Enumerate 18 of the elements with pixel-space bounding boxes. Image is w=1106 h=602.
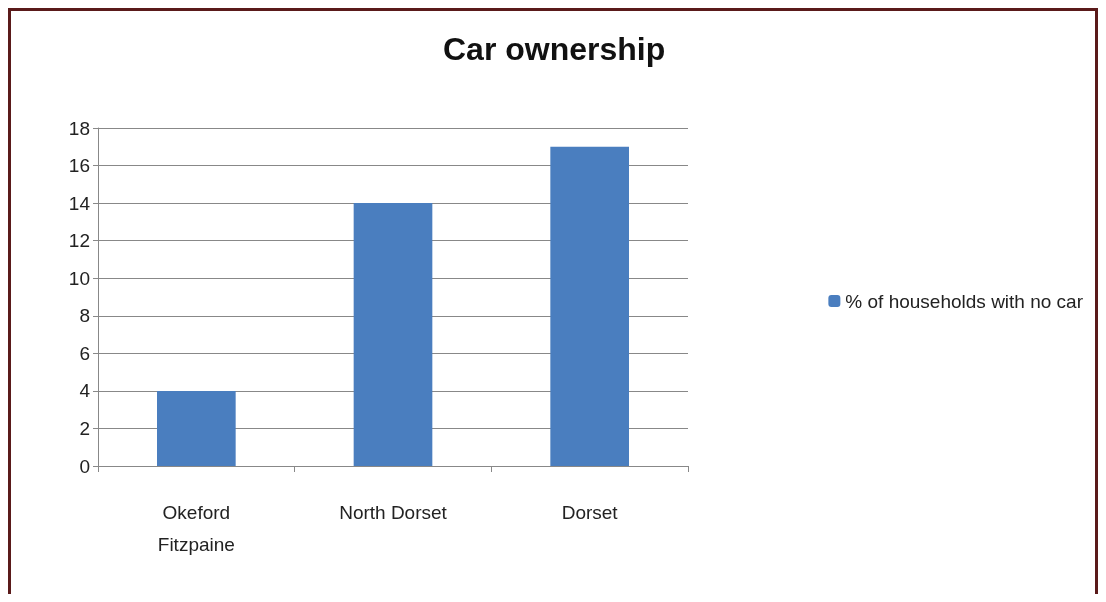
y-tick-label: 16: [68, 155, 90, 177]
y-tick-label: 10: [68, 267, 90, 289]
legend-label: % of households with no car: [845, 290, 1084, 312]
bar: [157, 390, 236, 466]
y-tick-label: 4: [79, 380, 91, 402]
y-tick-label: 2: [79, 417, 90, 439]
y-tick-label: 8: [79, 305, 90, 327]
y-tick-label: 14: [68, 192, 91, 214]
y-tick-label: 0: [79, 455, 90, 477]
y-tick-label: 12: [68, 230, 90, 252]
chart-title: Car ownership: [443, 31, 666, 67]
bar: [550, 146, 629, 466]
x-tick-label: North Dorset: [339, 501, 448, 523]
x-tick-label: Dorset: [561, 501, 619, 523]
y-tick-label: 18: [68, 117, 90, 139]
bar: [353, 203, 433, 466]
y-tick-label: 6: [79, 342, 90, 364]
x-tick-label: Okeford Fitzpaine: [157, 501, 235, 555]
